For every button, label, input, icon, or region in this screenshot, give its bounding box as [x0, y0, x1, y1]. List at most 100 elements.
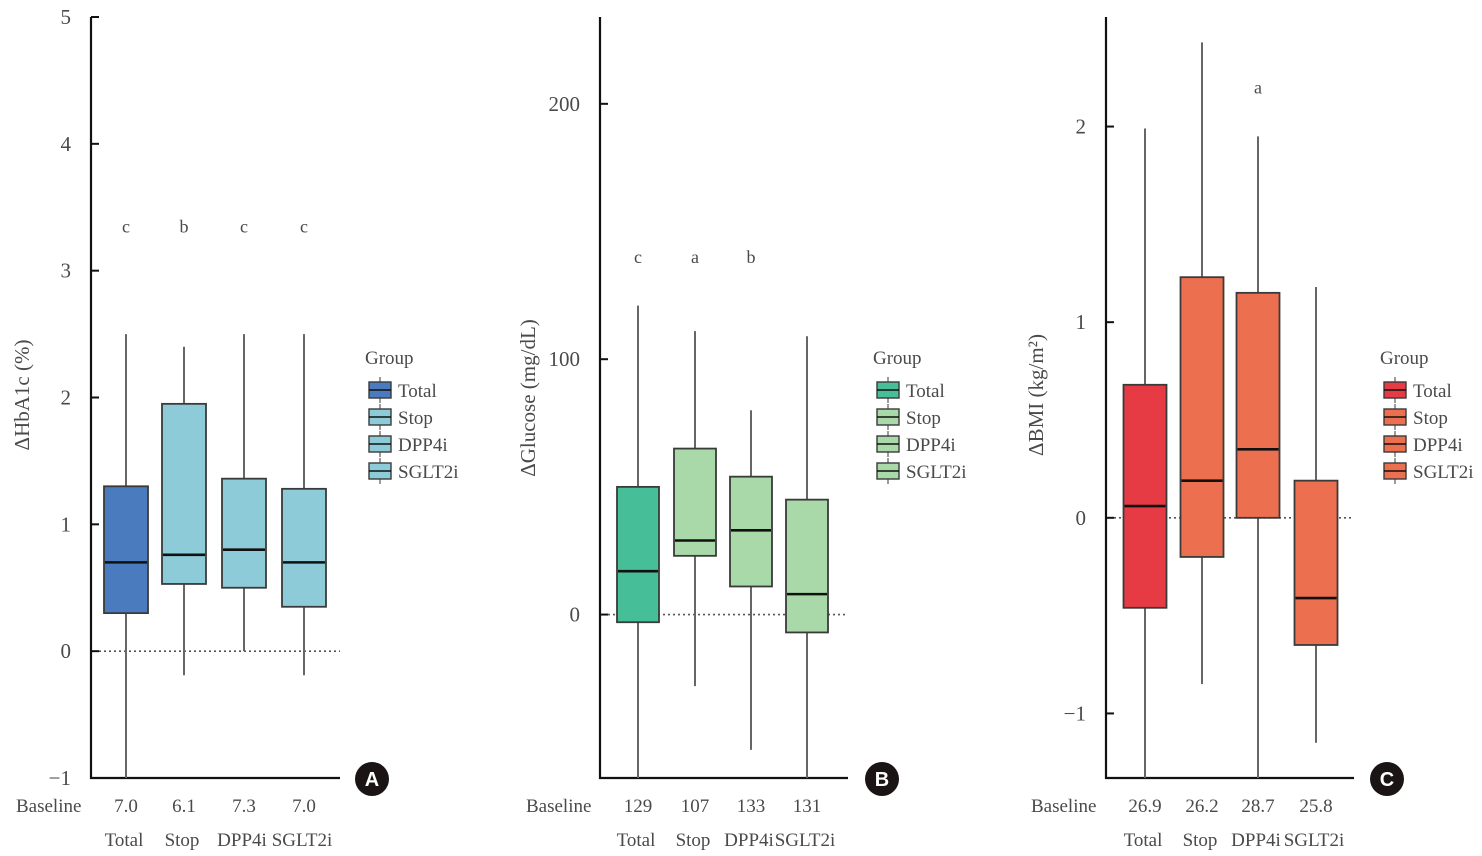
panel-a: −1 0 1 2 3 4 5 ΔHbA1c (%) c 7.0 Total b 6.1 Stop c 7.3 D…: [10, 5, 459, 851]
x-category-label: SGLT2i: [1284, 830, 1345, 851]
significance-label: c: [240, 216, 248, 236]
significance-label: a: [1254, 77, 1262, 97]
box-sglt2i: [785, 336, 829, 778]
legend-label: SGLT2i: [398, 462, 459, 483]
baseline-label: Baseline: [16, 796, 81, 817]
y-tick-label: 2: [1076, 115, 1087, 139]
legend-item-sglt2i: SGLT2i: [368, 458, 459, 484]
legend-item-dpp4i: DPP4i: [368, 431, 448, 457]
badge-circle: [865, 762, 899, 796]
x-category-label: SGLT2i: [272, 830, 333, 851]
legend-item-sglt2i: SGLT2i: [876, 458, 967, 484]
badge-circle: [1370, 762, 1404, 796]
baseline-value: 7.3: [232, 796, 256, 817]
y-tick-label: 5: [61, 5, 72, 29]
legend-label: SGLT2i: [1413, 462, 1474, 483]
baseline-value: 7.0: [292, 796, 316, 817]
box-sglt2i: [281, 334, 327, 676]
x-category-label: Stop: [676, 830, 711, 851]
y-tick-label: 0: [61, 639, 72, 663]
legend-item-sglt2i: SGLT2i: [1383, 458, 1474, 484]
legend-label: Stop: [906, 408, 941, 429]
legend-label: DPP4i: [906, 435, 956, 456]
baseline-value: 7.0: [114, 796, 138, 817]
significance-label: b: [747, 247, 756, 267]
legend-item-stop: Stop: [368, 404, 433, 430]
legend: Group Total Stop DPP4i SGLT2i: [365, 348, 459, 484]
y-tick-label: 1: [1076, 310, 1087, 334]
x-category-label: Stop: [1183, 830, 1218, 851]
baseline-value: 26.9: [1128, 796, 1161, 817]
x-category-label: Total: [617, 830, 656, 851]
iqr-box: [673, 447, 717, 557]
baseline-value: 129: [624, 796, 653, 817]
x-category-label: DPP4i: [1231, 830, 1281, 851]
y-tick-label: 1: [61, 512, 72, 536]
iqr-box: [1122, 383, 1168, 609]
box-stop: [161, 346, 207, 676]
x-category-label: DPP4i: [724, 830, 774, 851]
iqr-box: [103, 485, 149, 615]
iqr-box: [1293, 479, 1339, 646]
y-tick-label: 4: [61, 132, 72, 156]
legend-label: Stop: [398, 408, 433, 429]
iqr-box: [1235, 291, 1281, 519]
y-tick-label: 3: [61, 259, 72, 283]
box-dpp4i: [221, 334, 267, 652]
baseline-value: 26.2: [1185, 796, 1218, 817]
iqr-box: [1179, 276, 1225, 558]
legend-label: DPP4i: [1413, 435, 1463, 456]
y-tick-label: 0: [1076, 506, 1087, 530]
panel-badge: B: [865, 762, 899, 796]
legend: Group Total Stop DPP4i SGLT2i: [873, 348, 967, 484]
badge-letter: A: [365, 769, 379, 791]
legend-label: Stop: [1413, 408, 1448, 429]
significance-label: c: [122, 216, 130, 236]
legend-label: Total: [1413, 381, 1452, 402]
y-tick-label: −1: [1064, 701, 1086, 725]
box-sglt2i: [1293, 286, 1339, 743]
y-tick-label: 0: [570, 603, 581, 627]
iqr-box: [161, 402, 207, 585]
box-dpp4i: [729, 410, 773, 750]
badge-circle: [355, 762, 389, 796]
panel-badge: A: [355, 762, 389, 796]
legend-title: Group: [1380, 348, 1429, 369]
x-category-label: Total: [105, 830, 144, 851]
box-total: [616, 305, 660, 778]
significance-label: a: [691, 247, 699, 267]
legend-item-total: Total: [368, 377, 437, 403]
y-tick-label: 200: [549, 92, 581, 116]
baseline-value: 28.7: [1241, 796, 1274, 817]
legend-label: DPP4i: [398, 435, 448, 456]
panel-badge: C: [1370, 762, 1404, 796]
baseline-value: 107: [681, 796, 710, 817]
x-category-label: Stop: [165, 830, 200, 851]
iqr-box: [616, 485, 660, 624]
legend: Group Total Stop DPP4i SGLT2i: [1380, 348, 1474, 484]
y-axis-title: ΔHbA1c (%): [10, 340, 34, 451]
legend-item-stop: Stop: [876, 404, 941, 430]
legend-title: Group: [365, 348, 414, 369]
baseline-value: 6.1: [172, 796, 196, 817]
box-total: [103, 334, 149, 778]
y-axis-title: ΔGlucose (mg/dL): [516, 319, 540, 477]
box-stop: [1179, 42, 1225, 685]
baseline-label: Baseline: [526, 796, 591, 817]
iqr-box: [221, 477, 267, 589]
legend-item-dpp4i: DPP4i: [1383, 431, 1463, 457]
box-dpp4i: [1235, 136, 1281, 778]
legend-title: Group: [873, 348, 922, 369]
badge-letter: C: [1380, 769, 1394, 791]
significance-label: c: [300, 216, 308, 236]
y-tick-label: 100: [549, 347, 581, 371]
legend-label: Total: [398, 381, 437, 402]
panel-b: 0 100 200 ΔGlucose (mg/dL) c 129 Total a 107 Stop…: [516, 17, 967, 851]
legend-item-stop: Stop: [1383, 404, 1448, 430]
baseline-value: 25.8: [1299, 796, 1332, 817]
y-tick-label: −1: [49, 766, 71, 790]
legend-item-total: Total: [876, 377, 945, 403]
legend-item-total: Total: [1383, 377, 1452, 403]
iqr-box: [281, 487, 327, 608]
